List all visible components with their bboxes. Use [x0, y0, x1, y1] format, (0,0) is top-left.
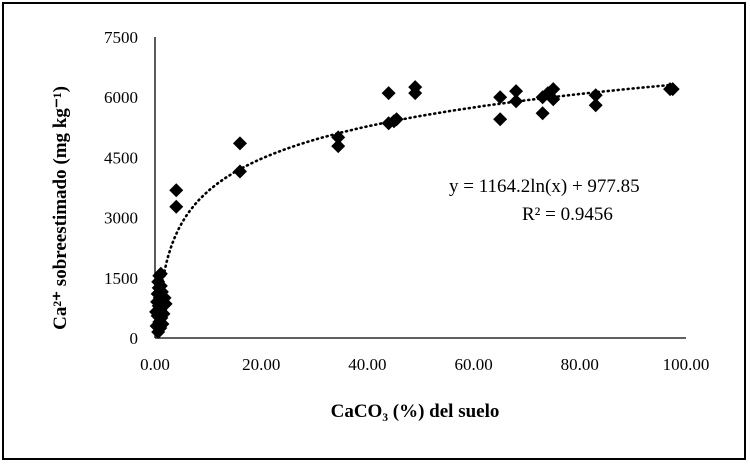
x-tick-label: 40.00 — [348, 355, 386, 374]
data-point — [331, 130, 346, 145]
y-tick-labels: 0 1500 3000 4500 6000 7500 — [104, 28, 138, 348]
y-tick-label: 4500 — [104, 148, 138, 167]
data-point — [493, 90, 508, 105]
data-point — [158, 296, 173, 311]
data-point — [535, 106, 550, 121]
data-point — [155, 316, 170, 331]
data-point — [588, 88, 603, 103]
x-tick-label: 0.00 — [140, 355, 170, 374]
y-axis-title: Ca²⁺ sobreestimado (mg kg⁻¹) — [50, 86, 71, 330]
data-point — [493, 112, 508, 127]
data-point — [153, 266, 168, 281]
data-point — [408, 86, 423, 101]
data-point — [665, 82, 680, 97]
data-point — [232, 164, 247, 179]
data-points — [149, 80, 680, 339]
y-tick-label: 3000 — [104, 209, 138, 228]
x-tick-label: 60.00 — [454, 355, 492, 374]
data-point — [169, 199, 184, 214]
x-tick-label: 100.00 — [663, 355, 710, 374]
x-tick-label: 80.00 — [561, 355, 599, 374]
y-tick-label: 0 — [130, 329, 139, 348]
data-point — [169, 183, 184, 198]
chart-frame — [2, 2, 746, 460]
data-point — [232, 136, 247, 151]
data-point — [389, 112, 404, 127]
data-point — [588, 98, 603, 113]
y-tick-label: 7500 — [104, 28, 138, 47]
data-point — [509, 94, 524, 109]
data-point — [546, 92, 561, 107]
data-point — [156, 306, 171, 321]
data-point — [546, 82, 561, 97]
data-point — [331, 139, 346, 154]
x-tick-label: 20.00 — [242, 355, 280, 374]
y-tick-label: 1500 — [104, 269, 138, 288]
y-tick-label: 6000 — [104, 88, 138, 107]
data-point — [381, 86, 396, 101]
r-squared-label: R² = 0.9456 — [522, 204, 613, 225]
x-axis-title: CaCO₃ (%) del suelo — [331, 401, 500, 422]
trendline-equation: y = 1164.2ln(x) + 977.85 — [449, 176, 640, 197]
data-point — [509, 84, 524, 99]
x-tick-labels: 0.00 20.00 40.00 60.00 80.00 100.00 — [140, 355, 709, 374]
